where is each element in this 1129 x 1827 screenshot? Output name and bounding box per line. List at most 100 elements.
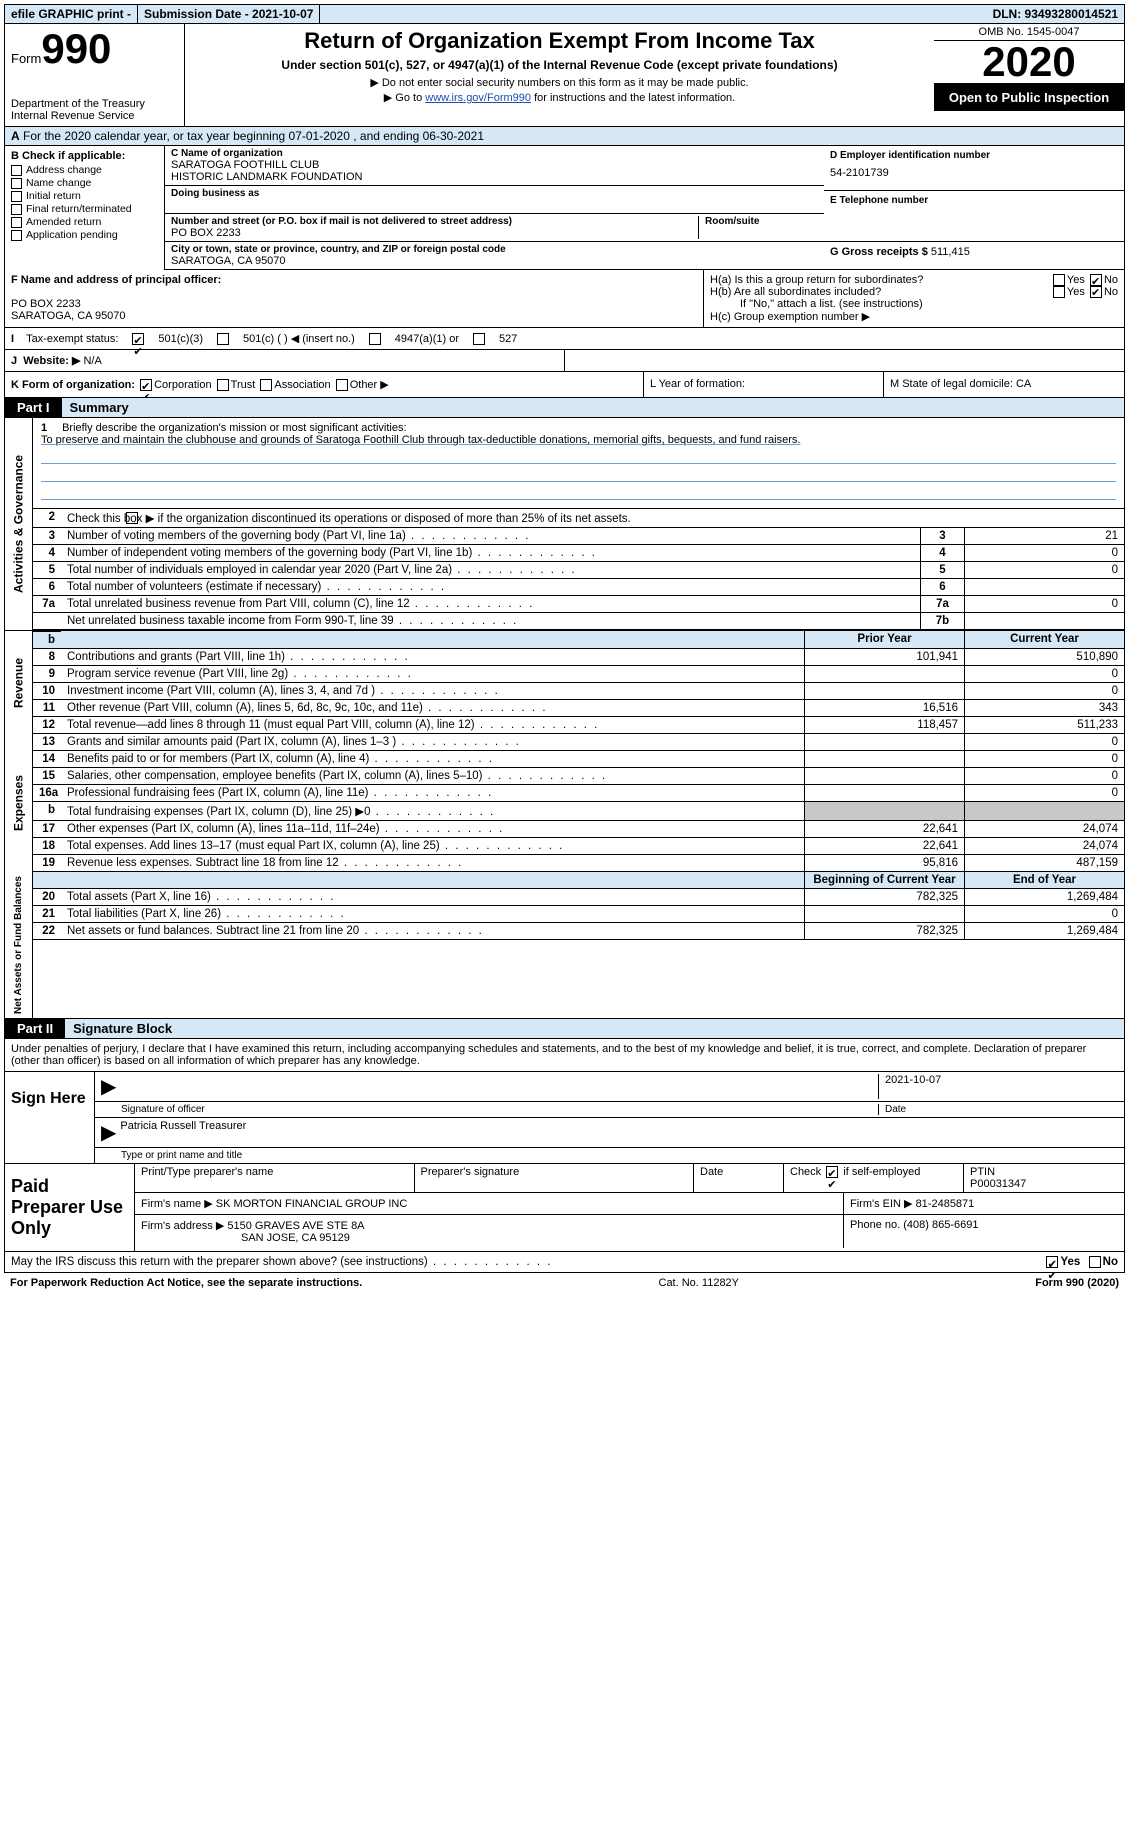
- vlabel-net: Net Assets or Fund Balances: [5, 872, 33, 1018]
- summary-row: 20Total assets (Part X, line 16)782,3251…: [33, 889, 1124, 906]
- hb-no[interactable]: [1090, 286, 1102, 298]
- room-label: Room/suite: [705, 216, 818, 227]
- submission-date: Submission Date - 2021-10-07: [138, 5, 320, 23]
- m-cell: M State of legal domicile: CA: [884, 372, 1124, 397]
- chk-initial-return[interactable]: [11, 191, 22, 202]
- pra-notice: For Paperwork Reduction Act Notice, see …: [10, 1277, 362, 1289]
- opt-527: 527: [499, 333, 517, 345]
- efile-label[interactable]: efile GRAPHIC print -: [5, 5, 138, 23]
- website-value: N/A: [83, 355, 101, 367]
- part-1-tag: Part I: [5, 398, 62, 417]
- part-1-header: Part I Summary: [4, 398, 1125, 418]
- opt-4947: 4947(a)(1) or: [395, 333, 459, 345]
- website-label: Website: ▶: [23, 355, 80, 367]
- k-label: K Form of organization:: [11, 379, 135, 391]
- lbl-app-pending: Application pending: [26, 229, 118, 241]
- section-net-assets: Net Assets or Fund Balances Beginning of…: [4, 872, 1125, 1019]
- chk-app-pending[interactable]: [11, 230, 22, 241]
- perjury-statement: Under penalties of perjury, I declare th…: [4, 1039, 1125, 1072]
- firm-addr-label: Firm's address ▶: [141, 1220, 224, 1232]
- firm-ein-label: Firm's EIN ▶: [850, 1198, 913, 1210]
- sig-arrow-icon: ▶: [101, 1074, 116, 1099]
- summary-row: 21Total liabilities (Part X, line 26)0: [33, 906, 1124, 923]
- preparer-label: Paid Preparer Use Only: [5, 1164, 135, 1251]
- summary-row: 6Total number of volunteers (estimate if…: [33, 579, 1124, 596]
- row-j-hc: J Website: ▶ N/A: [4, 350, 1125, 372]
- current-year-hdr: Current Year: [964, 631, 1124, 648]
- chk-self-employed[interactable]: ✔: [826, 1166, 838, 1178]
- note-goto: ▶ Go to www.irs.gov/Form990 for instruct…: [193, 91, 926, 104]
- chk-527[interactable]: [473, 333, 485, 345]
- hc-label: H(c) Group exemption number ▶: [710, 310, 1118, 323]
- chk-other[interactable]: [336, 379, 348, 391]
- org-name-2: HISTORIC LANDMARK FOUNDATION: [171, 171, 818, 183]
- row-f-h: F Name and address of principal officer:…: [4, 270, 1125, 328]
- goto-post: for instructions and the latest informat…: [531, 92, 735, 104]
- discuss-yes[interactable]: ✔: [1046, 1256, 1058, 1268]
- org-name-cell: C Name of organization SARATOGA FOOTHILL…: [165, 146, 824, 186]
- officer-addr1: PO BOX 2233: [11, 298, 81, 310]
- street-label: Number and street (or P.O. box if mail i…: [171, 216, 698, 227]
- h-section: H(a) Is this a group return for subordin…: [704, 270, 1124, 327]
- end-year-hdr: End of Year: [964, 872, 1124, 888]
- chk-4947[interactable]: [369, 333, 381, 345]
- ha-no[interactable]: ✔: [1090, 274, 1102, 286]
- signature-line[interactable]: [120, 1074, 878, 1099]
- chk-final-return[interactable]: [11, 204, 22, 215]
- form-title: Return of Organization Exempt From Incom…: [193, 28, 926, 54]
- officer-name: Patricia Russell Treasurer: [120, 1120, 1118, 1145]
- k-cell: K Form of organization: ✔Corporation Tru…: [5, 372, 644, 397]
- ha-label: H(a) Is this a group return for subordin…: [710, 274, 923, 286]
- prep-sig-hdr: Preparer's signature: [415, 1164, 695, 1192]
- net-year-header: Beginning of Current Year End of Year: [33, 872, 1124, 889]
- lbl-final-return: Final return/terminated: [26, 203, 132, 215]
- summary-row: 3Number of voting members of the governi…: [33, 528, 1124, 545]
- period-text: For the 2020 calendar year, or tax year …: [23, 129, 484, 143]
- gross-receipts-cell: G Gross receipts $ 511,415: [824, 242, 1124, 270]
- chk-assoc[interactable]: [260, 379, 272, 391]
- street-row: Number and street (or P.O. box if mail i…: [165, 214, 824, 242]
- chk-501c[interactable]: [217, 333, 229, 345]
- phone-label: E Telephone number: [830, 195, 1118, 206]
- section-governance: Activities & Governance 1 Briefly descri…: [4, 418, 1125, 631]
- chk-address-change[interactable]: [11, 165, 22, 176]
- summary-row: 5Total number of individuals employed in…: [33, 562, 1124, 579]
- firm-ein: 81-2485871: [916, 1198, 975, 1210]
- hb-yes[interactable]: [1053, 286, 1065, 298]
- year-header: b Prior Year Current Year: [33, 631, 1124, 649]
- chk-501c3[interactable]: ✔: [132, 333, 144, 345]
- summary-row: 19Revenue less expenses. Subtract line 1…: [33, 855, 1124, 872]
- firm-addr2: SAN JOSE, CA 95129: [141, 1232, 350, 1244]
- chk-amended[interactable]: [11, 217, 22, 228]
- summary-row: 12Total revenue—add lines 8 through 11 (…: [33, 717, 1124, 734]
- vlabel-revenue: Revenue: [5, 631, 33, 734]
- summary-row: bTotal fundraising expenses (Part IX, co…: [33, 802, 1124, 821]
- chk-discontinued[interactable]: [126, 512, 138, 524]
- header-middle: Return of Organization Exempt From Incom…: [185, 24, 934, 126]
- chk-trust[interactable]: [217, 379, 229, 391]
- department: Department of the Treasury Internal Reve…: [11, 98, 178, 122]
- firm-addr1: 5150 GRAVES AVE STE 8A: [227, 1220, 364, 1232]
- lbl-amended: Amended return: [26, 216, 101, 228]
- name-arrow-icon: ▶: [101, 1120, 116, 1145]
- lbl-name-change: Name change: [26, 177, 91, 189]
- prep-name-hdr: Print/Type preparer's name: [135, 1164, 415, 1192]
- city-label: City or town, state or province, country…: [171, 244, 818, 255]
- chk-corp[interactable]: ✔: [140, 379, 152, 391]
- b-header: B Check if applicable:: [11, 150, 158, 162]
- city-cell: City or town, state or province, country…: [165, 242, 824, 270]
- gross-value: 511,415: [931, 246, 970, 258]
- chk-name-change[interactable]: [11, 178, 22, 189]
- brief-description: 1 Briefly describe the organization's mi…: [33, 418, 1124, 509]
- discuss-no[interactable]: [1089, 1256, 1101, 1268]
- summary-row: 18Total expenses. Add lines 13–17 (must …: [33, 838, 1124, 855]
- row-klm: K Form of organization: ✔Corporation Tru…: [4, 372, 1125, 398]
- dba-cell: Doing business as: [165, 186, 824, 214]
- beg-year-hdr: Beginning of Current Year: [804, 872, 964, 888]
- tax-exempt-label: Tax-exempt status:: [26, 333, 118, 345]
- irs-link[interactable]: www.irs.gov/Form990: [425, 92, 531, 104]
- street-value: PO BOX 2233: [171, 227, 698, 239]
- section-expenses: Expenses 13Grants and similar amounts pa…: [4, 734, 1125, 872]
- summary-row: 14Benefits paid to or for members (Part …: [33, 751, 1124, 768]
- ha-yes[interactable]: [1053, 274, 1065, 286]
